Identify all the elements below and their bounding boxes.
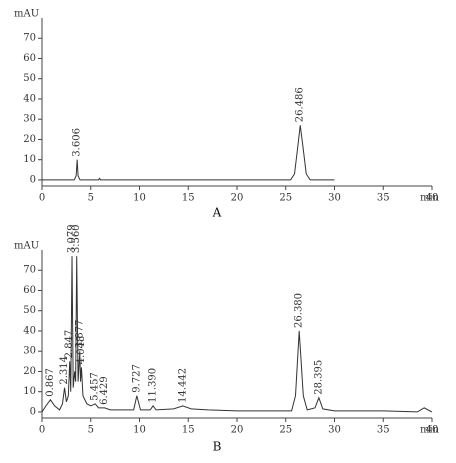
y-tick-label: 30 [23, 346, 36, 357]
x-tick-label: 5 [88, 193, 94, 204]
peak-label: 3.079 [67, 224, 78, 253]
x-tick-label: 35 [377, 193, 390, 204]
y-tick-label: 10 [23, 386, 36, 397]
chart: 0 10 20 30 40 50 60 70 0 5 10 15 20 25 30 35 40 mAU min 3.6… [14, 9, 440, 220]
x-tick-label: 0 [39, 425, 45, 436]
peak-label: 2.314 [59, 356, 70, 385]
y-tick-label: 50 [23, 73, 36, 84]
y-tick-label: 60 [23, 285, 36, 296]
peak-label: 5.457 [90, 372, 101, 401]
x-axis-label: min [420, 425, 440, 436]
y-tick-label: 70 [23, 265, 36, 276]
y-tick-label: 30 [23, 114, 36, 125]
y-axis-label: mAU [14, 241, 39, 252]
chart: 0 10 20 30 40 50 60 70 0 5 10 15 20 25 30 35 40 mAU min 0.8… [14, 224, 440, 453]
y-tick-label: 40 [23, 93, 36, 104]
x-tick-label: 10 [133, 425, 146, 436]
x-tick-label: 40 [426, 425, 439, 436]
x-tick-label: 30 [328, 193, 341, 204]
peak-label: 6.429 [99, 376, 110, 405]
peak-label: 28.395 [313, 360, 324, 395]
x-tick-label: 15 [182, 425, 195, 436]
peak-label: 9.727 [131, 364, 142, 393]
x-tick-label: 40 [426, 193, 439, 204]
peak-label: 3.606 [72, 128, 83, 157]
y-tick-label: 10 [23, 154, 36, 165]
y-tick-label: 20 [23, 366, 36, 377]
peak-label: 0.867 [45, 368, 56, 397]
panel-label: B [213, 440, 222, 454]
y-tick-label: 20 [23, 134, 36, 145]
y-tick-label: 0 [30, 406, 36, 417]
x-tick-label: 0 [39, 193, 45, 204]
x-tick-label: 30 [328, 425, 341, 436]
peak-label: 3.560 [71, 224, 82, 253]
x-tick-label: 10 [133, 193, 146, 204]
y-axis-label: mAU [14, 9, 39, 20]
y-tick-label: 0 [30, 174, 36, 185]
y-tick-label: 60 [23, 53, 36, 64]
peak-label: 26.380 [294, 293, 305, 328]
x-tick-label: 20 [231, 425, 244, 436]
peak-label: 26.486 [295, 87, 306, 122]
trace [42, 125, 335, 181]
peak-label: 4.048 [76, 336, 87, 365]
y-tick-label: 40 [23, 325, 36, 336]
y-tick-label: 50 [23, 305, 36, 316]
peak-label: 11.390 [148, 368, 159, 403]
peak-label: 2.847 [64, 330, 75, 359]
x-tick-label: 20 [231, 193, 244, 204]
x-axis-label: min [420, 193, 440, 204]
x-tick-label: 25 [279, 425, 292, 436]
trace [41, 256, 433, 413]
x-tick-label: 5 [88, 425, 94, 436]
x-tick-label: 25 [279, 193, 292, 204]
peak-label: 14.442 [177, 368, 188, 403]
x-tick-label: 35 [377, 425, 390, 436]
x-tick-label: 15 [182, 193, 195, 204]
y-tick-label: 70 [23, 33, 36, 44]
panel-label: A [212, 206, 222, 220]
peak-label: 3.877 [74, 320, 85, 349]
